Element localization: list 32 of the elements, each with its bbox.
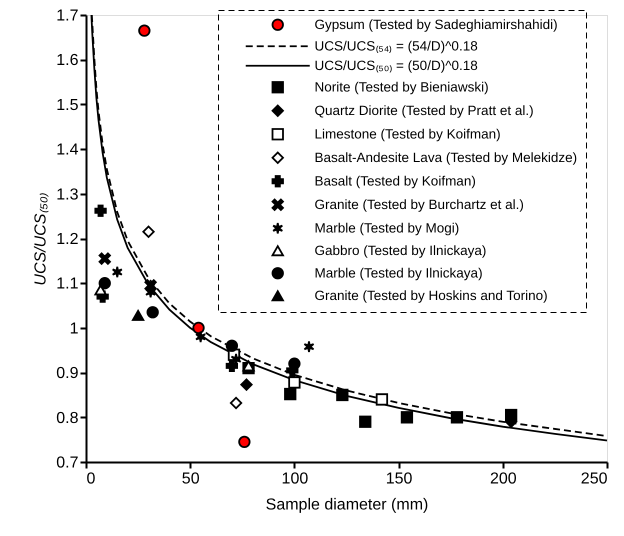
- y-tick-label: 1: [70, 320, 79, 338]
- legend-label: Basalt-Andesite Lava (Tested by Melekidze): [314, 150, 578, 165]
- y-tick-label: 1.4: [56, 142, 79, 159]
- x-tick-label: 200: [490, 470, 517, 488]
- legend-label: Norite (Tested by Bieniawski): [314, 79, 489, 94]
- y-tick-label: 1.5: [56, 96, 79, 114]
- legend-label: Limestone (Tested by Koifman): [314, 126, 501, 142]
- y-tick-label: 0.8: [56, 410, 79, 427]
- x-tick-label: 150: [386, 470, 413, 488]
- legend-label: Granite (Tested by Hoskins and Torino): [314, 288, 548, 303]
- legend-label: UCS/UCS₍₅₀₎ = (50/D)^0.18: [314, 58, 478, 73]
- legend-label: Marble (Tested by Ilnickaya): [314, 265, 483, 280]
- y-tick-label: 0.9: [56, 365, 79, 382]
- x-tick-label: 0: [86, 470, 96, 488]
- y-tick-label: 0.7: [56, 454, 79, 472]
- legend-label: Marble (Tested by Mogi): [314, 220, 460, 236]
- y-tick-label: 1.2: [56, 231, 79, 248]
- x-tick-label: 50: [182, 470, 200, 488]
- legend-label: Gypsum (Tested by Sadeghiamirshahidi): [314, 16, 558, 32]
- y-tick-label: 1.3: [56, 186, 79, 204]
- x-axis-title: Sample diameter (mm): [266, 496, 428, 514]
- x-tick-label: 250: [580, 470, 608, 488]
- y-tick-label: 1.6: [56, 52, 79, 70]
- y-axis-title: UCS/UCS₍₅₀₎: [32, 192, 50, 286]
- legend-label: UCS/UCS₍₅₄₎ = (54/D)^0.18: [314, 38, 478, 54]
- legend-label: Quartz Diorite (Tested by Pratt et al.): [314, 102, 534, 118]
- x-tick-label: 100: [282, 470, 308, 488]
- legend-label: Gabbro (Tested by Ilnickaya): [314, 242, 486, 258]
- legend-label: Basalt (Tested by Koifman): [314, 173, 476, 188]
- legend-label: Granite (Tested by Burchartz et al.): [314, 196, 524, 212]
- y-tick-label: 1.1: [56, 276, 79, 293]
- y-tick-label: 1.7: [56, 8, 79, 24]
